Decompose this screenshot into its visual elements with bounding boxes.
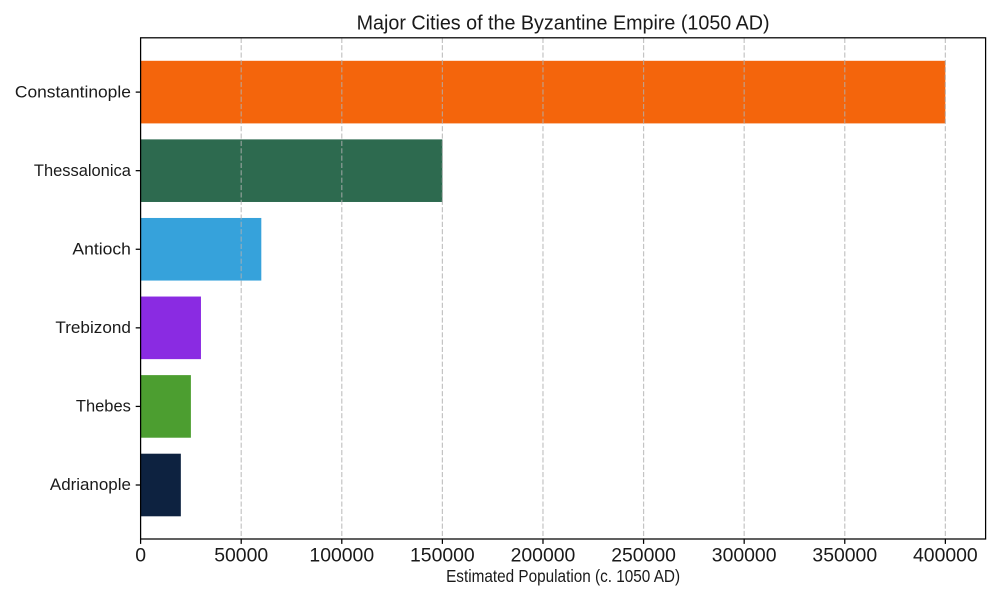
svg-text:0: 0 [135,545,146,567]
svg-text:Thebes: Thebes [76,397,131,416]
svg-text:Estimated Population (c. 1050: Estimated Population (c. 1050 AD) [446,566,680,586]
svg-text:150000: 150000 [410,545,475,567]
svg-text:Constantinople: Constantinople [15,82,131,101]
svg-text:100000: 100000 [309,545,374,567]
svg-text:200000: 200000 [511,545,576,567]
svg-text:400000: 400000 [913,545,978,567]
svg-text:300000: 300000 [712,545,777,567]
svg-text:250000: 250000 [611,545,676,567]
svg-text:Thessalonica: Thessalonica [34,161,132,180]
svg-text:Major Cities of the Byzantine: Major Cities of the Byzantine Empire (10… [357,13,770,35]
svg-text:50000: 50000 [214,545,268,567]
svg-text:Trebizond: Trebizond [55,318,131,337]
svg-text:Antioch: Antioch [72,240,131,259]
svg-text:350000: 350000 [812,545,877,567]
svg-text:Adrianople: Adrianople [50,475,131,494]
